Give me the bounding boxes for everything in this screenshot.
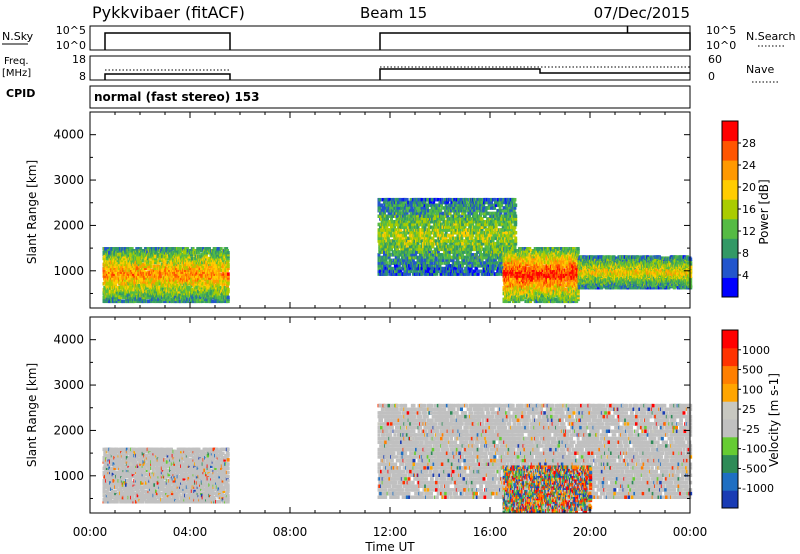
power-echo-cells <box>103 198 693 303</box>
nave-label: Nave <box>746 63 774 76</box>
noise-trace <box>105 26 690 50</box>
noise-frame <box>90 26 690 50</box>
freq-unit-label: [MHz] <box>2 68 31 79</box>
noise-panel: N.Sky 10^5 10^0 10^5 10^0 N.Search <box>2 24 796 52</box>
freq-left-tick-top: 18 <box>72 53 86 66</box>
freq-label: Freq. <box>4 56 29 67</box>
freq-left-tick-bottom: 8 <box>79 70 86 83</box>
noise-search-label: N.Search <box>746 30 796 43</box>
date-label: 07/Dec/2015 <box>594 4 690 22</box>
noise-sky-line <box>105 33 230 50</box>
power-cell <box>227 272 230 276</box>
power-cell <box>227 251 230 255</box>
noise-sky-line <box>380 33 690 50</box>
noise-left-tick-bottom: 10^0 <box>56 39 86 52</box>
noise-right-tick-bottom: 10^0 <box>706 39 736 52</box>
freq-frame <box>90 56 690 80</box>
power-cell <box>227 296 230 300</box>
freq-right-tick-top: 60 <box>708 53 722 66</box>
power-cell <box>227 288 230 292</box>
power-cell <box>378 198 381 202</box>
cpid-mode-text: normal (fast stereo) 153 <box>94 90 260 104</box>
freq-trace <box>105 67 690 80</box>
noise-sky-label: N.Sky <box>2 30 34 43</box>
beam-label: Beam 15 <box>360 4 427 22</box>
power-cell <box>227 263 230 267</box>
cpid-label: CPID <box>6 87 35 100</box>
freq-line <box>105 74 230 80</box>
noise-left-tick-top: 10^5 <box>56 24 86 37</box>
noise-right-tick-top: 10^5 <box>706 24 736 37</box>
freq-line <box>380 69 690 80</box>
freq-right-tick-bottom: 0 <box>708 70 715 83</box>
freq-panel: Freq. [MHz] 18 8 60 0 Nave <box>2 53 780 83</box>
radar-title: Pykkvibaer (fitACF) <box>92 3 245 22</box>
